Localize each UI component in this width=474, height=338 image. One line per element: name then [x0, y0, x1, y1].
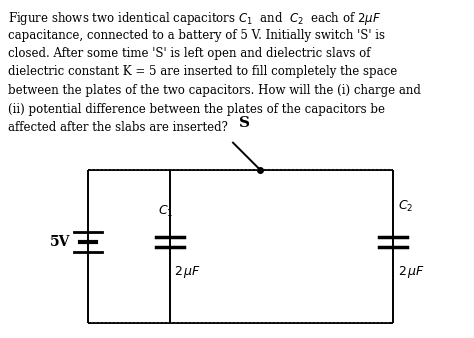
Text: $2\,\mu F$: $2\,\mu F$: [398, 264, 425, 280]
Text: $C_2$: $C_2$: [398, 199, 413, 214]
Text: Figure shows two identical capacitors $C_1$  and  $C_2$  each of $2\mu F$: Figure shows two identical capacitors $C…: [8, 10, 381, 27]
Text: $C_1$: $C_1$: [158, 204, 174, 219]
Text: affected after the slabs are inserted?: affected after the slabs are inserted?: [8, 121, 228, 134]
Text: S: S: [239, 116, 250, 130]
Text: between the plates of the two capacitors. How will the (i) charge and: between the plates of the two capacitors…: [8, 84, 421, 97]
Text: dielectric constant K = 5 are inserted to fill completely the space: dielectric constant K = 5 are inserted t…: [8, 66, 397, 78]
Text: closed. After some time 'S' is left open and dielectric slavs of: closed. After some time 'S' is left open…: [8, 47, 371, 60]
Text: capacitance, connected to a battery of 5 V. Initially switch 'S' is: capacitance, connected to a battery of 5…: [8, 28, 385, 42]
Text: (ii) potential difference between the plates of the capacitors be: (ii) potential difference between the pl…: [8, 102, 385, 116]
Text: $2\,\mu F$: $2\,\mu F$: [174, 264, 201, 280]
Text: 5V: 5V: [50, 235, 70, 248]
